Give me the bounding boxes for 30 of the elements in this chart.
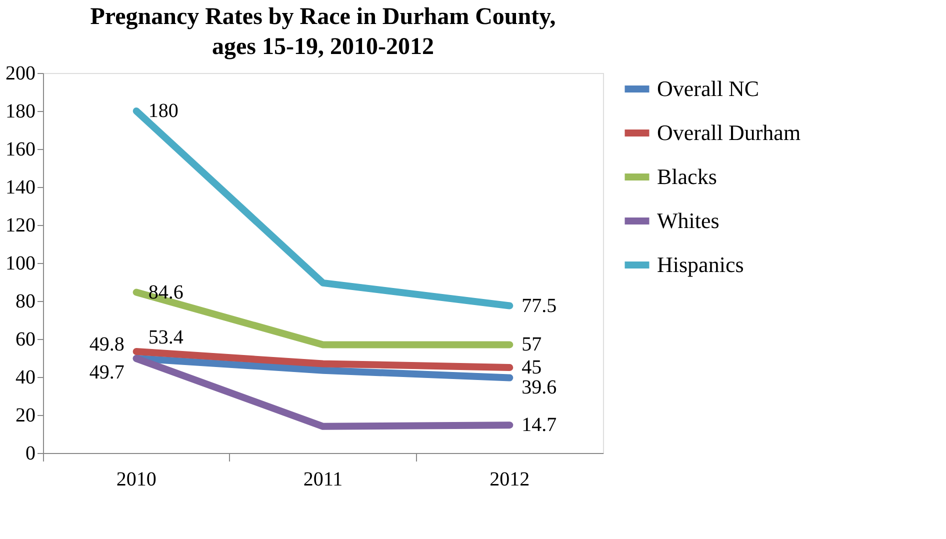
chart-title: Pregnancy Rates by Race in Durham County, ages 15-19, 2010-2012 [90,4,556,60]
data-label: 39.6 [522,376,557,398]
data-label: 53.4 [148,326,184,349]
y-tick-label: 200 [6,62,36,84]
x-tick-label: 2011 [303,468,343,490]
legend-label: Whites [657,208,720,233]
y-tick-label: 0 [26,442,36,464]
y-tick-label: 120 [6,214,36,236]
data-label: 77.5 [522,294,557,317]
legend-label: Overall Durham [657,120,801,145]
y-tick-label: 100 [6,252,36,274]
data-label: 14.7 [522,414,557,436]
data-label: 84.6 [148,281,184,304]
data-label: 49.8 [89,333,124,356]
y-tick-label: 60 [16,328,36,350]
x-tick-label: 2012 [490,468,530,490]
data-label: 49.7 [89,362,124,384]
legend-label: Overall NC [657,76,760,101]
y-tick-label: 140 [6,176,36,198]
y-tick-label: 20 [16,404,36,426]
y-tick-label: 40 [16,366,36,388]
legend-label: Hispanics [657,252,744,277]
y-tick-label: 180 [6,100,36,122]
data-label: 57 [522,334,542,356]
y-tick-label: 80 [16,290,36,312]
data-label: 180 [148,100,178,122]
legend-label: Blacks [657,164,717,189]
data-label: 45 [522,356,542,378]
x-tick-label: 2010 [116,468,156,490]
y-tick-label: 160 [6,138,36,160]
